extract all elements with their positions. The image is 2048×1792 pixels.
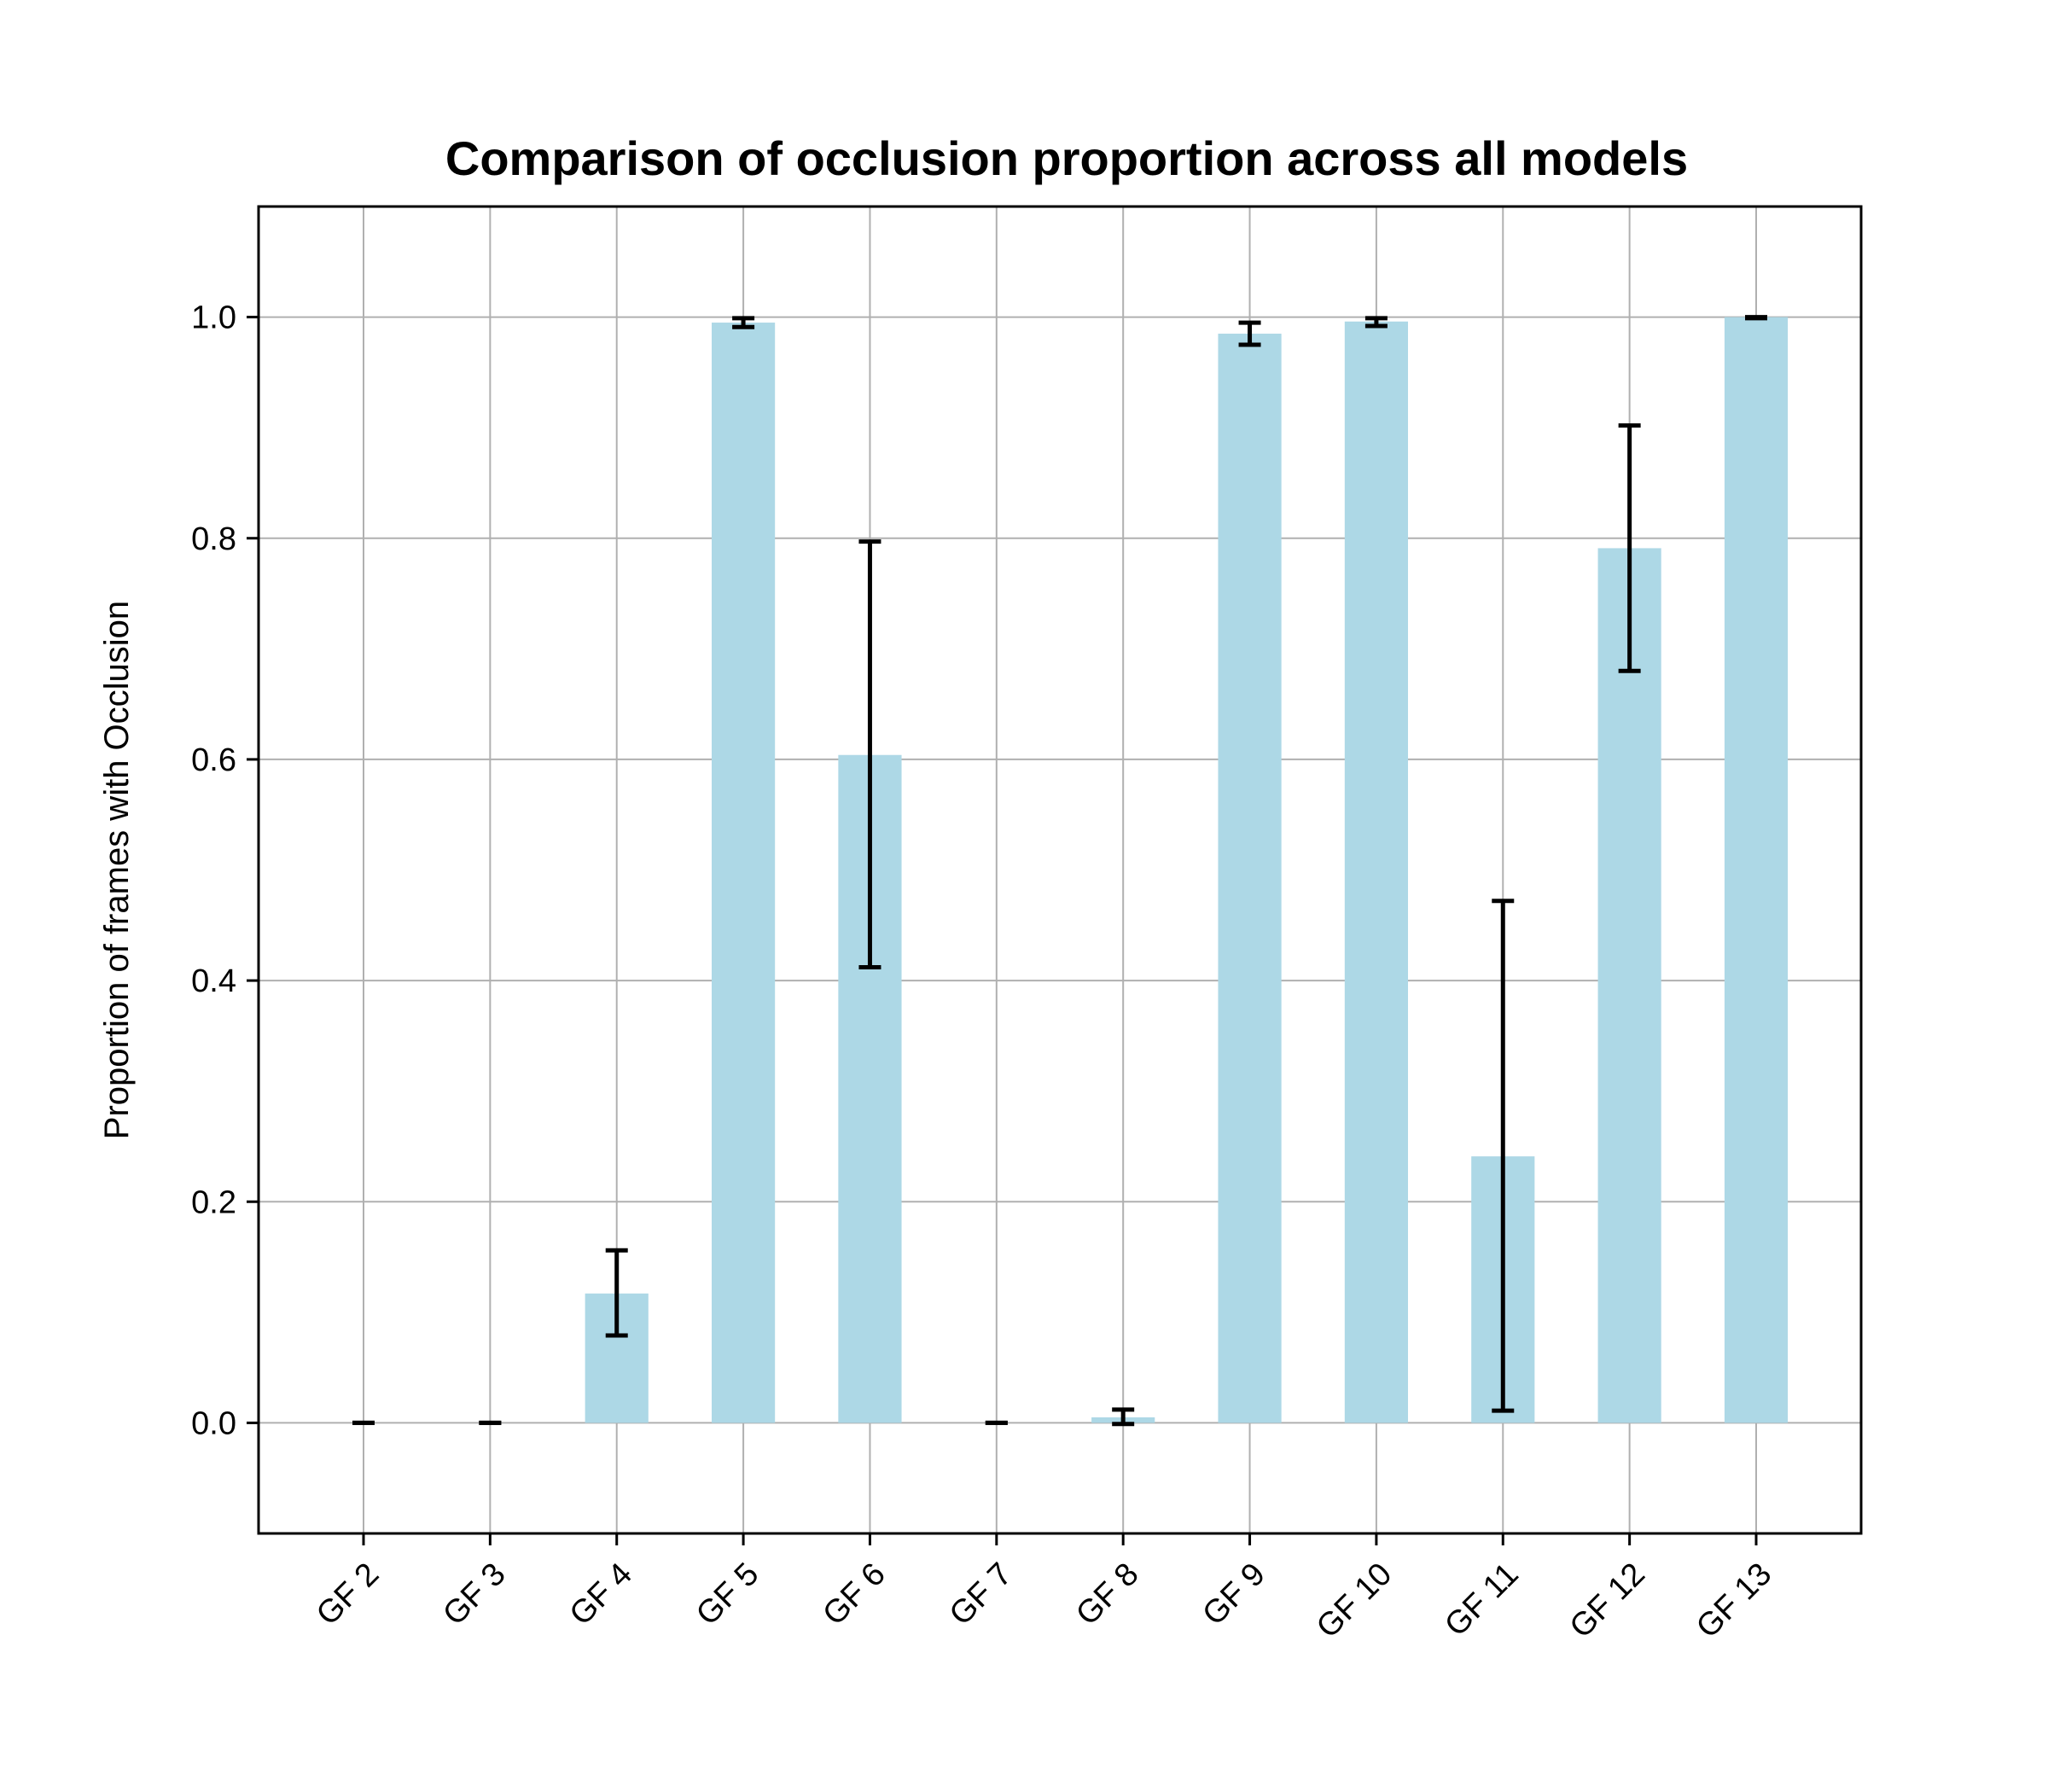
bar-gf-12 — [1597, 548, 1661, 1423]
bar-gf-10 — [1344, 321, 1408, 1423]
error-bar-gf-6 — [858, 539, 881, 970]
error-bar-gf-5 — [732, 316, 755, 329]
y-tick-label: 0.4 — [191, 963, 236, 999]
error-bars — [352, 315, 1767, 1427]
plot-frame — [257, 205, 1863, 1535]
bar-gf-5 — [712, 323, 776, 1423]
x-tick-label: GF 3 — [436, 1556, 512, 1632]
x-tick-label: GF 11 — [1438, 1556, 1525, 1644]
y-tick-label: 0.0 — [191, 1405, 236, 1441]
chart-title: Comparison of occlusion proportion acros… — [445, 131, 1688, 185]
x-tick-label: GF 8 — [1069, 1556, 1145, 1632]
error-bar-gf-8 — [1112, 1407, 1135, 1427]
x-tick-label: GF 6 — [816, 1556, 892, 1632]
error-bar-gf-12 — [1618, 423, 1641, 673]
axis-ticks: 0.0 0.2 0.4 0.6 0.8 1.0 GF 2 GF 3 GF 4 GF 5 GF 6 GF… — [191, 300, 1778, 1645]
y-tick-label: 1.0 — [191, 300, 236, 336]
y-axis-label: Proportion of frames with Occlusion — [98, 601, 136, 1139]
x-tick-label: GF 2 — [310, 1556, 386, 1632]
bar-gf-13 — [1724, 317, 1789, 1423]
y-tick-label: 0.8 — [191, 521, 236, 557]
bars — [585, 317, 1789, 1423]
error-bar-gf-4 — [605, 1248, 628, 1338]
x-tick-label: GF 13 — [1690, 1556, 1778, 1645]
error-bar-gf-9 — [1238, 320, 1261, 347]
x-tick-label: GF 4 — [563, 1556, 639, 1632]
x-tick-label: GF 12 — [1563, 1556, 1652, 1645]
bar-gf-9 — [1218, 334, 1282, 1423]
x-tick-label: GF 7 — [943, 1556, 1019, 1632]
error-bar-gf-13 — [1745, 315, 1767, 321]
y-tick-label: 0.2 — [191, 1184, 236, 1220]
x-tick-label: GF 10 — [1310, 1556, 1399, 1645]
x-tick-label: GF 5 — [689, 1556, 765, 1632]
y-tick-label: 0.6 — [191, 742, 236, 778]
error-bar-gf-11 — [1492, 899, 1515, 1413]
x-tick-label: GF 9 — [1196, 1556, 1271, 1632]
error-bar-gf-10 — [1364, 316, 1388, 329]
